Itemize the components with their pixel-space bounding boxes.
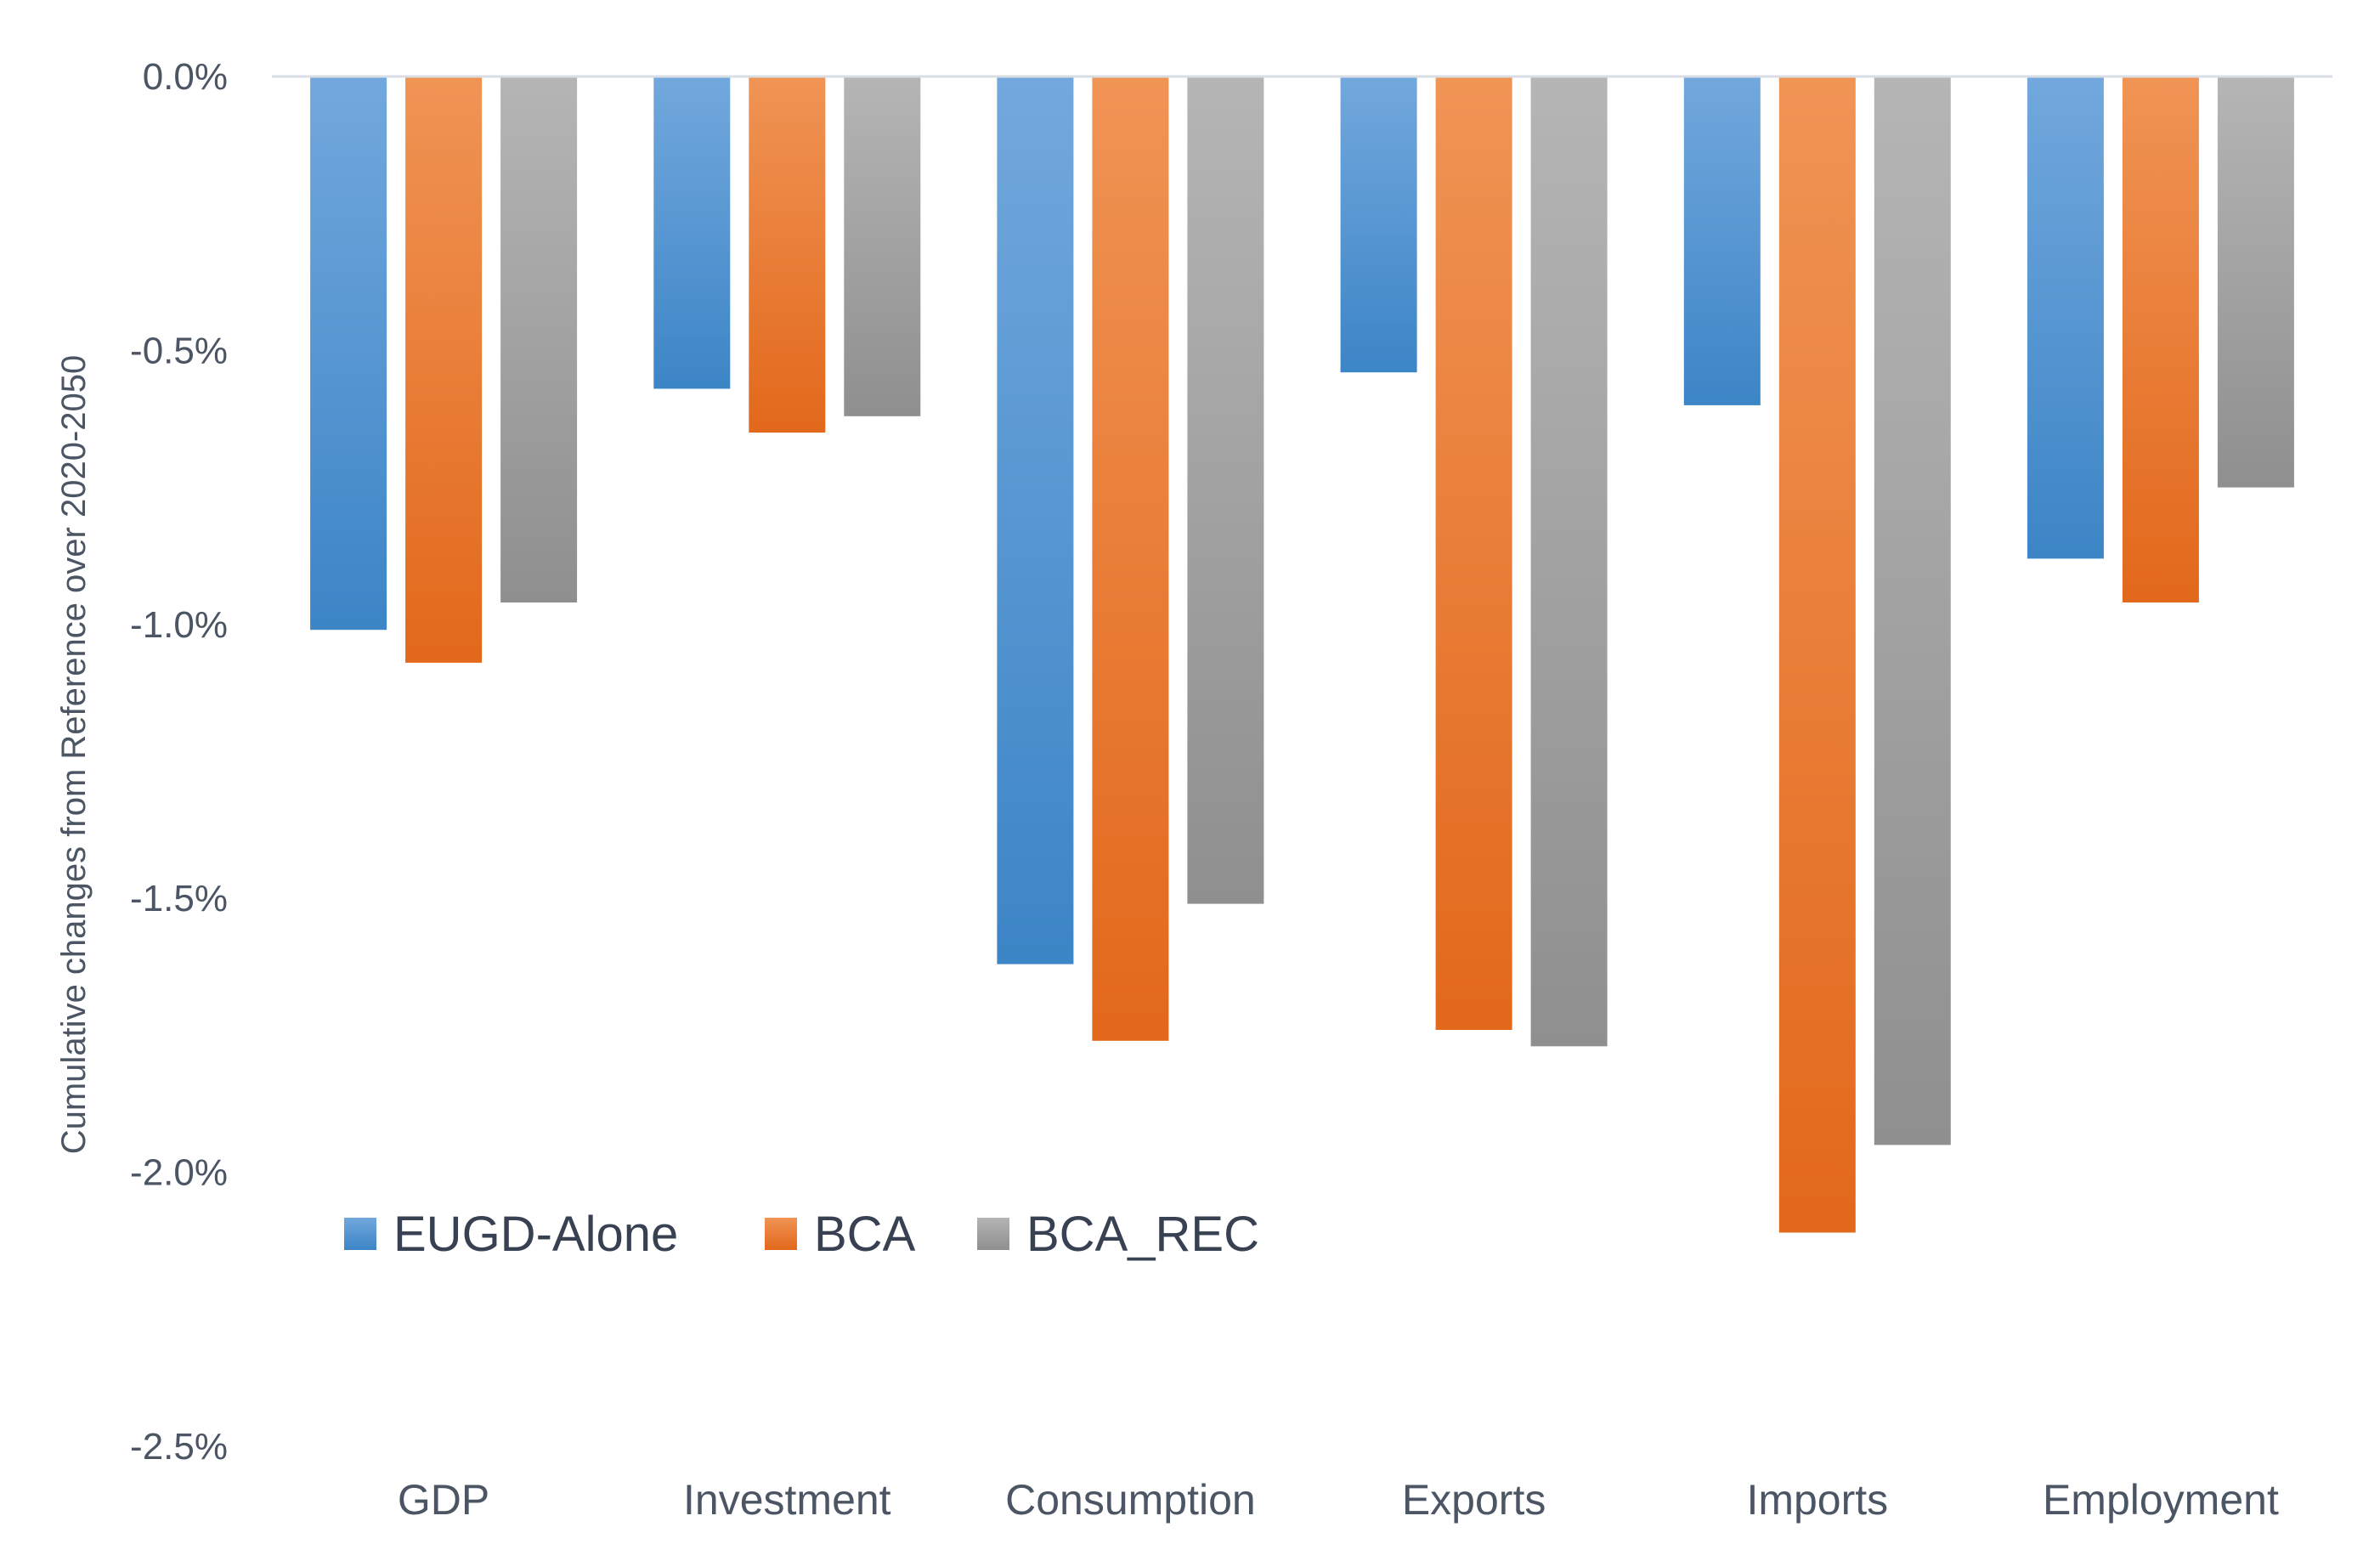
- legend-swatch-bca: [765, 1218, 797, 1250]
- bar-eugd-alone-imports: [1683, 76, 1761, 405]
- legend-label-bca: BCA: [814, 1207, 916, 1262]
- bar-bca-employment: [2122, 76, 2199, 602]
- bar-bca-rec-imports: [1874, 76, 1951, 1145]
- y-tick-label: -2.0%: [130, 1152, 228, 1194]
- bar-bca-rec-gdp: [500, 76, 578, 602]
- bar-bca-rec-investment: [844, 76, 921, 416]
- bar-bca-rec-consumption: [1187, 76, 1264, 904]
- bars-layer: [310, 76, 2294, 1233]
- x-tick-label-gdp: GDP: [398, 1476, 489, 1524]
- legend-item-eugd-alone: EUGD-Alone: [344, 1207, 678, 1262]
- y-tick-label: -1.0%: [130, 604, 228, 646]
- y-tick-label: -0.5%: [130, 330, 228, 371]
- bar-bca-exports: [1435, 76, 1512, 1030]
- bar-eugd-alone-gdp: [310, 76, 387, 631]
- x-tick-label-consumption: Consumption: [1005, 1476, 1256, 1524]
- bar-bca-rec-exports: [1530, 76, 1608, 1047]
- legend-label-bca-rec: BCA_REC: [1026, 1207, 1259, 1262]
- bar-eugd-alone-consumption: [997, 76, 1074, 964]
- legend-item-bca-rec: BCA_REC: [977, 1207, 1259, 1262]
- y-tick-label: 0.0%: [143, 56, 228, 98]
- y-axis-title: Cumulative changes from Reference over 2…: [55, 355, 93, 1155]
- legend-swatch-eugd-alone: [344, 1218, 376, 1250]
- bar-bca-rec-employment: [2217, 76, 2294, 488]
- bar-bca-investment: [749, 76, 826, 433]
- bar-eugd-alone-exports: [1340, 76, 1417, 373]
- legend-label-eugd-alone: EUGD-Alone: [393, 1207, 678, 1262]
- bar-eugd-alone-investment: [653, 76, 731, 389]
- y-tick-label: -1.5%: [130, 878, 228, 919]
- bar-eugd-alone-employment: [2027, 76, 2104, 559]
- x-tick-label-imports: Imports: [1746, 1476, 1888, 1524]
- bar-bca-imports: [1778, 76, 1856, 1233]
- bar-bca-consumption: [1092, 76, 1169, 1041]
- legend-item-bca: BCA: [765, 1207, 916, 1262]
- x-tick-label-investment: Investment: [683, 1476, 891, 1524]
- y-tick-label: -2.5%: [130, 1426, 228, 1468]
- legend-swatch-bca-rec: [977, 1218, 1009, 1250]
- bar-bca-gdp: [405, 76, 483, 663]
- x-tick-label-exports: Exports: [1402, 1476, 1546, 1524]
- labels-layer: GDP Investment Consumption Exports Imports Em…: [55, 56, 2279, 1524]
- x-tick-label-employment: Employment: [2043, 1476, 2279, 1524]
- legend: EUGD-Alone BCA BCA_REC: [344, 1207, 1259, 1262]
